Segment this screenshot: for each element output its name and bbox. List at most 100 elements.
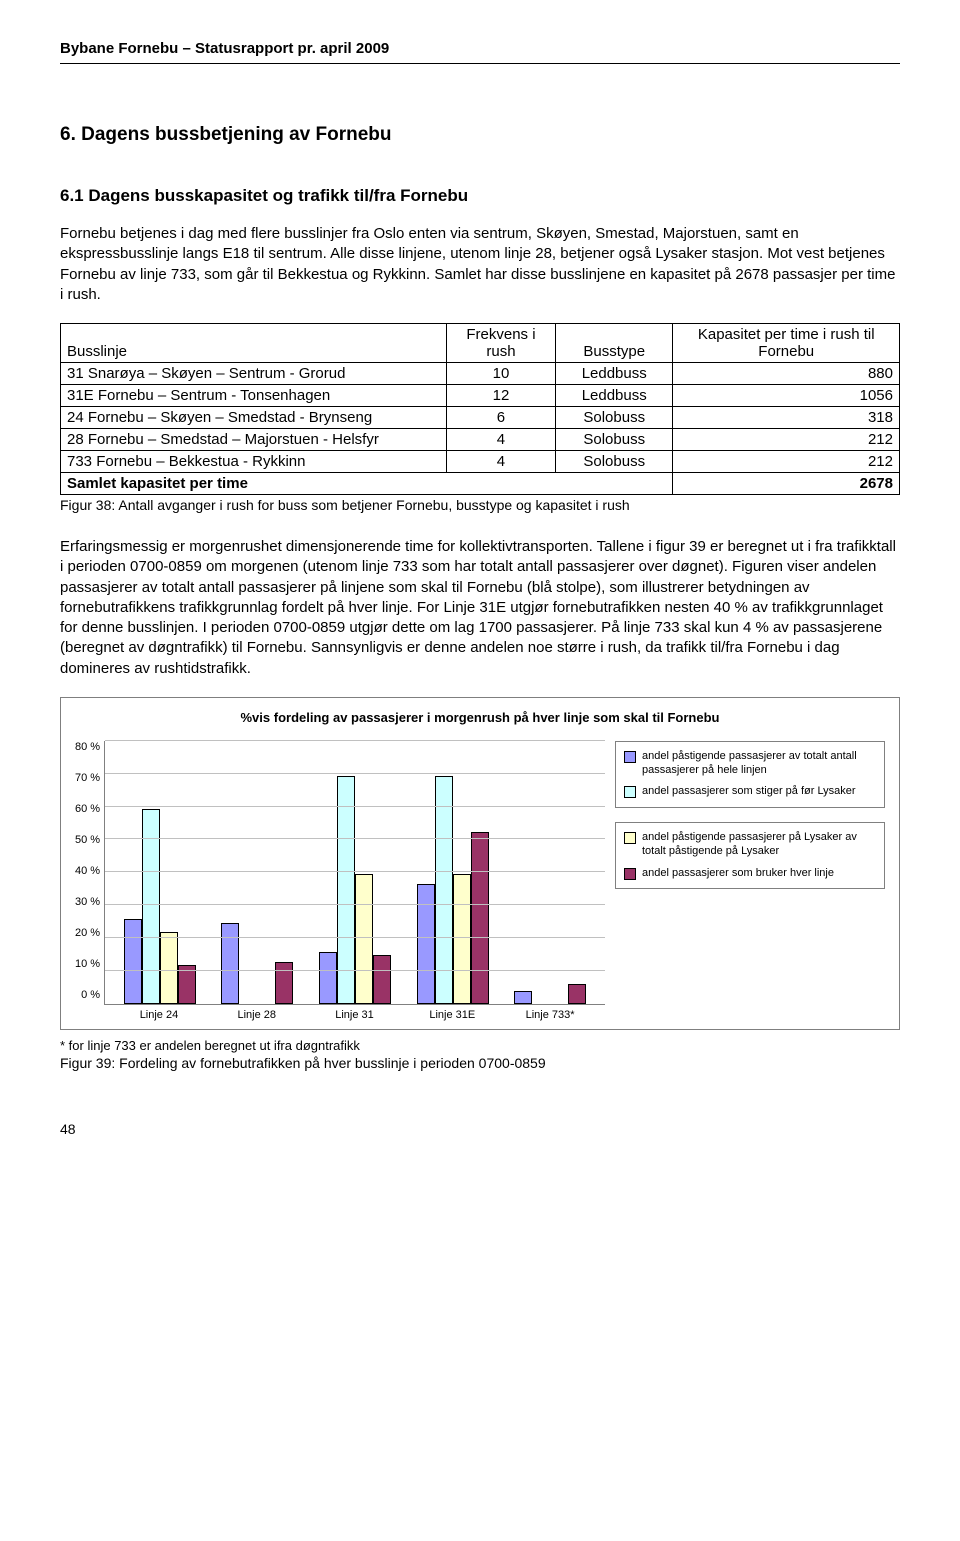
legend-label: andel passasjerer som bruker hver linje	[642, 867, 834, 881]
table-cell: 1056	[673, 385, 900, 407]
table-cell: Solobuss	[556, 451, 673, 473]
legend-swatch	[624, 751, 636, 763]
y-tick-label: 10 %	[75, 958, 100, 970]
document-header: Bybane Fornebu – Statusrapport pr. april…	[60, 40, 900, 57]
chart-legend: andel påstigende passasjerer av totalt a…	[615, 741, 885, 1021]
table-total-row: Samlet kapasitet per time2678	[61, 473, 900, 495]
table-cell: 733 Fornebu – Bekkestua - Rykkinn	[61, 451, 447, 473]
x-tick-label: Linje 31	[315, 1009, 395, 1021]
legend-label: andel påstigende passasjerer av totalt a…	[642, 750, 876, 778]
y-tick-label: 20 %	[75, 927, 100, 939]
bus-capacity-table: Busslinje Frekvens i rush Busstype Kapas…	[60, 323, 900, 495]
plot-area	[104, 741, 605, 1005]
chart-title: %vis fordeling av passasjerer i morgenru…	[75, 710, 885, 725]
x-tick-label: Linje 28	[217, 1009, 297, 1021]
table-cell: 28 Fornebu – Smedstad – Majorstuen - Hel…	[61, 429, 447, 451]
legend-label: andel passasjerer som stiger på før Lysa…	[642, 785, 856, 799]
table-cell: Leddbuss	[556, 363, 673, 385]
legend-box: andel påstigende passasjerer av totalt a…	[615, 741, 885, 808]
y-tick-label: 40 %	[75, 865, 100, 877]
header-rule	[60, 63, 900, 64]
th-busslinje: Busslinje	[61, 324, 447, 363]
th-busstype: Busstype	[556, 324, 673, 363]
table-row: 24 Fornebu – Skøyen – Smedstad - Brynsen…	[61, 407, 900, 429]
gridline	[105, 937, 605, 938]
table-header-row: Busslinje Frekvens i rush Busstype Kapas…	[61, 324, 900, 363]
table-caption: Figur 38: Antall avganger i rush for bus…	[60, 497, 900, 513]
legend-item: andel påstigende passasjerer av totalt a…	[624, 750, 876, 778]
bar	[221, 923, 239, 1004]
chart-footnote: * for linje 733 er andelen beregnet ut i…	[60, 1038, 900, 1053]
table-row: 28 Fornebu – Smedstad – Majorstuen - Hel…	[61, 429, 900, 451]
legend-swatch	[624, 868, 636, 880]
table-cell: 318	[673, 407, 900, 429]
table-cell: 10	[446, 363, 555, 385]
section-title: 6. Dagens bussbetjening av Fornebu	[60, 124, 900, 146]
gridline	[105, 740, 605, 741]
page-number: 48	[60, 1121, 900, 1137]
bar-group	[221, 923, 293, 1004]
bar	[471, 832, 489, 1004]
table-cell: 212	[673, 429, 900, 451]
subsection-title: 6.1 Dagens busskapasitet og trafikk til/…	[60, 186, 900, 206]
table-row: 733 Fornebu – Bekkestua - Rykkinn4Solobu…	[61, 451, 900, 473]
table-cell: 12	[446, 385, 555, 407]
table-row: 31 Snarøya – Skøyen – Sentrum - Grorud10…	[61, 363, 900, 385]
table-cell: 24 Fornebu – Skøyen – Smedstad - Brynsen…	[61, 407, 447, 429]
x-tick-label: Linje 24	[119, 1009, 199, 1021]
legend-item: andel passasjerer som bruker hver linje	[624, 867, 876, 881]
table-cell: 4	[446, 429, 555, 451]
chart-caption: Figur 39: Fordeling av fornebutrafikken …	[60, 1055, 900, 1071]
total-label: Samlet kapasitet per time	[61, 473, 673, 495]
gridline	[105, 806, 605, 807]
bar	[453, 874, 471, 1004]
gridline	[105, 871, 605, 872]
bar	[568, 984, 586, 1004]
legend-swatch	[624, 786, 636, 798]
table-cell: Leddbuss	[556, 385, 673, 407]
table-cell: 31E Fornebu – Sentrum - Tonsenhagen	[61, 385, 447, 407]
bar	[319, 952, 337, 1004]
bar	[275, 962, 293, 1004]
table-cell: Solobuss	[556, 429, 673, 451]
y-tick-label: 60 %	[75, 803, 100, 815]
x-tick-label: Linje 733*	[510, 1009, 590, 1021]
legend-box: andel påstigende passasjerer på Lysaker …	[615, 822, 885, 889]
legend-swatch	[624, 832, 636, 844]
chart-plot: 0 % 10 % 20 % 30 % 40 % 50 % 60 % 70 % 80 % Linj…	[75, 741, 605, 1021]
gridline	[105, 904, 605, 905]
chart-container: %vis fordeling av passasjerer i morgenru…	[60, 697, 900, 1030]
bar-group	[514, 984, 586, 1004]
table-cell: 6	[446, 407, 555, 429]
bar	[373, 955, 391, 1004]
table-cell: 212	[673, 451, 900, 473]
gridline	[105, 773, 605, 774]
y-tick-label: 0 %	[75, 989, 100, 1001]
y-tick-label: 30 %	[75, 896, 100, 908]
paragraph-2: Erfaringsmessig er morgenrushet dimensjo…	[60, 537, 900, 679]
gridline	[105, 838, 605, 839]
th-kapasitet: Kapasitet per time i rush til Fornebu	[673, 324, 900, 363]
y-tick-label: 70 %	[75, 772, 100, 784]
y-tick-label: 50 %	[75, 834, 100, 846]
legend-item: andel påstigende passasjerer på Lysaker …	[624, 831, 876, 859]
table-row: 31E Fornebu – Sentrum - Tonsenhagen12Led…	[61, 385, 900, 407]
total-value: 2678	[673, 473, 900, 495]
th-frekvens: Frekvens i rush	[446, 324, 555, 363]
legend-label: andel påstigende passasjerer på Lysaker …	[642, 831, 876, 859]
paragraph-1: Fornebu betjenes i dag med flere busslin…	[60, 224, 900, 305]
bar	[124, 919, 142, 1004]
gridline	[105, 970, 605, 971]
table-cell: 880	[673, 363, 900, 385]
y-axis: 0 % 10 % 20 % 30 % 40 % 50 % 60 % 70 % 80 %	[75, 741, 104, 1001]
table-cell: 4	[446, 451, 555, 473]
legend-item: andel passasjerer som stiger på før Lysa…	[624, 785, 876, 799]
bar	[160, 932, 178, 1004]
y-tick-label: 80 %	[75, 741, 100, 753]
bar	[417, 884, 435, 1004]
bar	[355, 874, 373, 1004]
x-tick-label: Linje 31E	[412, 1009, 492, 1021]
table-cell: 31 Snarøya – Skøyen – Sentrum - Grorud	[61, 363, 447, 385]
x-axis-labels: Linje 24 Linje 28 Linje 31 Linje 31E Linje 7…	[104, 1009, 605, 1021]
bar	[514, 991, 532, 1004]
